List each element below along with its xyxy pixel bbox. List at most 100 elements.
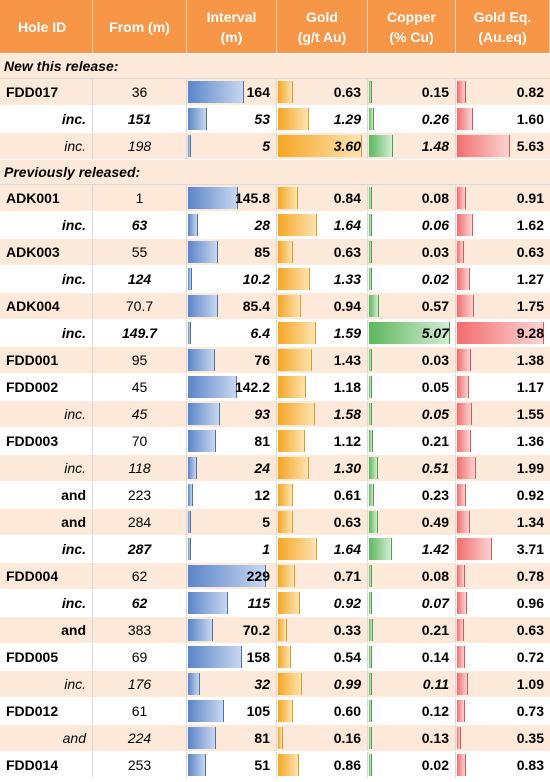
goldeq-bar bbox=[457, 484, 466, 506]
gold-value: 0.61 bbox=[333, 487, 361, 503]
row-interval-cell: 105 bbox=[187, 698, 277, 724]
row-gold-cell: 1.64 bbox=[277, 536, 368, 562]
interval-bar bbox=[188, 538, 191, 560]
from-value: 224 bbox=[127, 730, 152, 746]
row-goldeq-cell: 1.75 bbox=[456, 293, 550, 319]
goldeq-value: 5.63 bbox=[516, 138, 544, 154]
gold-value: 0.63 bbox=[333, 244, 361, 260]
row-goldeq-cell: 0.83 bbox=[456, 752, 550, 778]
row-copper-cell: 0.21 bbox=[368, 428, 456, 454]
from-cell: 36 bbox=[93, 79, 187, 105]
gold-bar bbox=[278, 565, 295, 587]
table-row: FDD014 253 51 0.86 0.02 0.83 bbox=[0, 752, 550, 779]
table-row: FDD017 36 164 0.63 0.15 0.82 bbox=[0, 79, 550, 106]
goldeq-bar bbox=[457, 592, 467, 614]
copper-bar bbox=[369, 322, 450, 344]
interval-bar bbox=[188, 349, 215, 371]
row-goldeq-cell: 1.34 bbox=[456, 509, 550, 535]
row-interval-cell: 115 bbox=[187, 590, 277, 616]
table-row: ADK001 1 145.8 0.84 0.08 0.91 bbox=[0, 185, 550, 212]
hole-id: FDD002 bbox=[6, 379, 59, 395]
goldeq-value: 0.35 bbox=[516, 730, 544, 746]
hole-id: FDD004 bbox=[6, 568, 59, 584]
row-gold-cell: 1.29 bbox=[277, 106, 368, 132]
row-copper-cell: 0.05 bbox=[368, 374, 456, 400]
from-value: 198 bbox=[127, 138, 152, 154]
copper-value: 0.23 bbox=[421, 487, 449, 503]
copper-bar bbox=[369, 565, 372, 587]
row-goldeq-cell: 0.72 bbox=[456, 644, 550, 670]
hole-id: ADK001 bbox=[6, 190, 60, 206]
from-value: 45 bbox=[131, 379, 148, 395]
gold-value: 0.94 bbox=[333, 298, 361, 314]
gold-value: 0.99 bbox=[333, 676, 361, 692]
copper-value: 0.51 bbox=[421, 460, 449, 476]
row-gold-cell: 0.92 bbox=[277, 590, 368, 616]
goldeq-bar bbox=[457, 646, 465, 668]
copper-bar bbox=[369, 214, 372, 236]
section-title: Previously released: bbox=[4, 164, 141, 180]
goldeq-value: 1.34 bbox=[516, 514, 544, 530]
goldeq-value: 0.82 bbox=[516, 84, 544, 100]
copper-bar bbox=[369, 484, 374, 506]
row-gold-cell: 0.84 bbox=[277, 185, 368, 211]
goldeq-bar bbox=[457, 457, 476, 479]
table-header: Hole ID From (m) Interval (m) Gold (g/t … bbox=[0, 0, 550, 54]
interval-bar bbox=[188, 403, 220, 425]
goldeq-value: 1.75 bbox=[516, 298, 544, 314]
table-row: inc. 287 1 1.64 1.42 3.71 bbox=[0, 536, 550, 563]
hole-id: and bbox=[61, 514, 86, 530]
goldeq-bar bbox=[457, 349, 471, 371]
copper-value: 0.21 bbox=[421, 433, 449, 449]
goldeq-bar bbox=[457, 403, 472, 425]
copper-value: 5.07 bbox=[421, 325, 449, 341]
from-cell: 176 bbox=[93, 671, 187, 697]
table-row: inc. 45 93 1.58 0.05 1.55 bbox=[0, 401, 550, 428]
gold-bar bbox=[278, 108, 309, 130]
from-cell: 69 bbox=[93, 644, 187, 670]
row-interval-cell: 1 bbox=[187, 536, 277, 562]
hole-id-cell: and bbox=[0, 617, 93, 643]
from-cell: 124 bbox=[93, 266, 187, 292]
row-goldeq-cell: 9.28 bbox=[456, 320, 550, 346]
gold-bar bbox=[278, 727, 283, 749]
interval-bar bbox=[188, 565, 266, 587]
row-gold-cell: 0.99 bbox=[277, 671, 368, 697]
table-row: FDD012 61 105 0.60 0.12 0.73 bbox=[0, 698, 550, 725]
row-gold-cell: 0.54 bbox=[277, 644, 368, 670]
copper-value: 0.07 bbox=[421, 595, 449, 611]
gold-value: 0.71 bbox=[333, 568, 361, 584]
table-row: FDD001 95 76 1.43 0.03 1.38 bbox=[0, 347, 550, 374]
from-cell: 149.7 bbox=[93, 320, 187, 346]
gold-bar bbox=[278, 349, 312, 371]
goldeq-value: 1.38 bbox=[516, 352, 544, 368]
interval-value: 12 bbox=[254, 487, 270, 503]
row-gold-cell: 0.94 bbox=[277, 293, 368, 319]
gold-value: 0.92 bbox=[333, 595, 361, 611]
hole-id-cell: FDD001 bbox=[0, 347, 93, 373]
from-cell: 63 bbox=[93, 212, 187, 238]
goldeq-bar bbox=[457, 135, 510, 157]
header-copper: Copper (% Cu) bbox=[368, 0, 456, 53]
copper-value: 0.08 bbox=[421, 190, 449, 206]
hole-id: inc. bbox=[61, 325, 86, 341]
copper-value: 0.49 bbox=[421, 514, 449, 530]
hole-id: and bbox=[61, 487, 86, 503]
hole-id-cell: FDD017 bbox=[0, 79, 93, 105]
interval-bar bbox=[188, 727, 216, 749]
table-row: inc. 198 5 3.60 1.48 5.63 bbox=[0, 133, 550, 160]
from-value: 287 bbox=[127, 541, 152, 557]
goldeq-bar bbox=[457, 187, 466, 209]
goldeq-bar bbox=[457, 268, 470, 290]
interval-bar bbox=[188, 646, 242, 668]
copper-value: 0.02 bbox=[421, 271, 449, 287]
row-interval-cell: 85 bbox=[187, 239, 277, 265]
row-copper-cell: 0.08 bbox=[368, 563, 456, 589]
row-goldeq-cell: 1.17 bbox=[456, 374, 550, 400]
row-goldeq-cell: 0.82 bbox=[456, 79, 550, 105]
gold-value: 1.58 bbox=[333, 406, 361, 422]
interval-value: 81 bbox=[254, 433, 270, 449]
row-copper-cell: 0.12 bbox=[368, 698, 456, 724]
gold-bar bbox=[278, 700, 293, 722]
